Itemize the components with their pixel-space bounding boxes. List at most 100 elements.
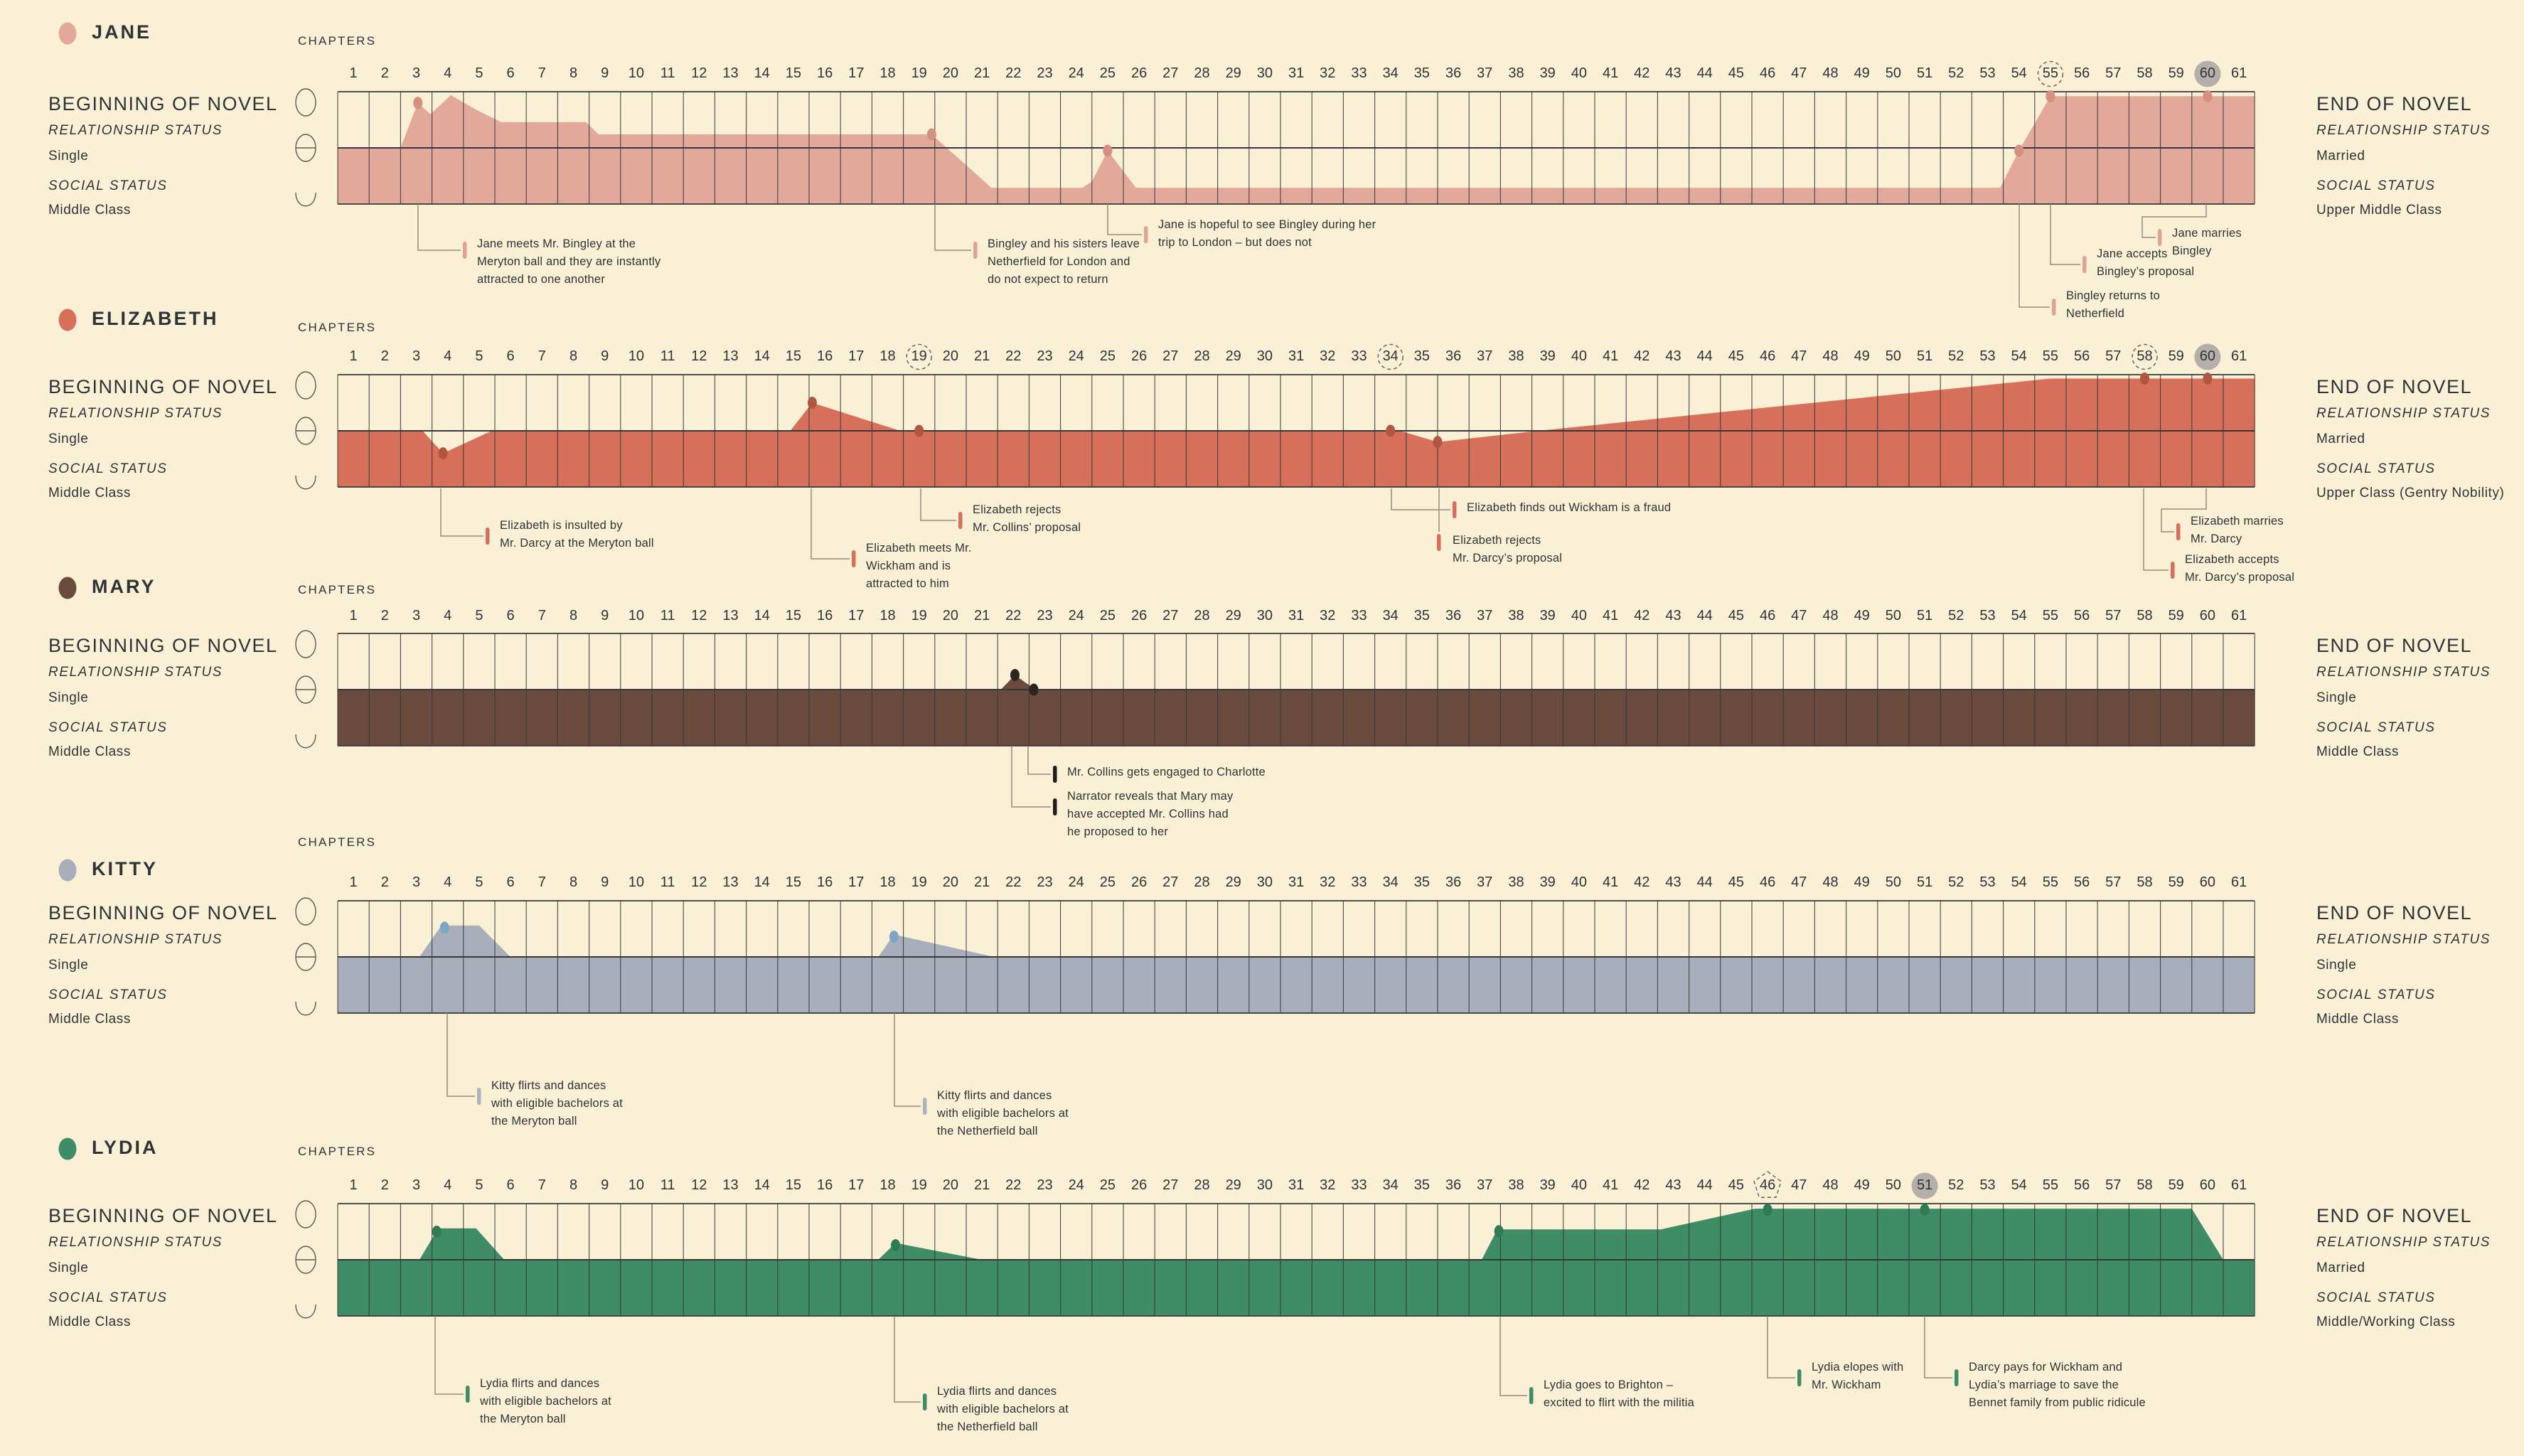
chapter-number-51: 51 (1916, 874, 1933, 890)
annotation-text: Wickham and is (866, 560, 951, 572)
chapter-number-41: 41 (1602, 608, 1619, 623)
chapter-number-56: 56 (2073, 65, 2090, 81)
chapter-number-36: 36 (1445, 874, 1462, 890)
annotation-connector (1767, 1316, 1795, 1379)
chapter-number-2: 2 (380, 65, 389, 81)
chapter-number-37: 37 (1477, 348, 1493, 364)
chapter-number-19: 19 (911, 65, 927, 81)
social-status-label: SOCIAL STATUS (48, 1290, 168, 1305)
chapter-number-38: 38 (1508, 874, 1524, 890)
annotation-text: Elizabeth rejects (973, 503, 1062, 516)
annotation-tick (973, 242, 978, 259)
chapter-number-49: 49 (1854, 608, 1870, 623)
chapter-marker-dashed (1377, 343, 1403, 370)
annotation-text: the Netherfield ball (937, 1420, 1038, 1433)
chapter-number-60: 60 (2199, 348, 2216, 364)
mary-area-fill (338, 675, 2255, 746)
chapter-number-13: 13 (722, 65, 739, 81)
chapter-number-53: 53 (1979, 65, 1996, 81)
chapter-number-48: 48 (1822, 65, 1839, 81)
character-dot (58, 22, 77, 45)
chapter-number-23: 23 (1037, 874, 1053, 890)
annotation-text: Lydia goes to Brighton – (1544, 1379, 1674, 1391)
elizabeth-area-fill (338, 378, 2255, 487)
end-relationship-value-mary: Single (2316, 690, 2357, 705)
chapter-number-53: 53 (1979, 608, 1996, 623)
chapter-number-20: 20 (942, 874, 959, 890)
annotation-text: Narrator reveals that Mary may (1067, 790, 1234, 803)
annotation-tick (1144, 226, 1148, 243)
chapter-number-3: 3 (412, 1177, 421, 1193)
chapter-number-4: 4 (444, 1177, 452, 1193)
social-status-label: SOCIAL STATUS (2316, 720, 2436, 735)
chapter-number-59: 59 (2168, 608, 2184, 623)
chapter-number-46: 46 (1759, 1177, 1776, 1193)
chapter-number-20: 20 (942, 608, 959, 623)
annotation-tick (2171, 562, 2175, 579)
chapter-number-3: 3 (412, 348, 421, 364)
annotation-text: with eligible bachelors at (937, 1107, 1069, 1120)
annotation-text: Jane is hopeful to see Bingley during he… (1158, 218, 1376, 231)
chapter-number-18: 18 (879, 65, 896, 81)
chapter-number-21: 21 (973, 348, 990, 364)
annotation-tick (1053, 798, 1057, 815)
chapter-number-37: 37 (1477, 874, 1493, 890)
annotation-text: Lydia flirts and dances (480, 1377, 600, 1390)
chapter-number-46: 46 (1759, 65, 1776, 81)
chapter-number-14: 14 (754, 1177, 770, 1193)
annotation-text: have accepted Mr. Collins had (1067, 808, 1229, 820)
chapter-number-58: 58 (2137, 1177, 2153, 1193)
chapter-number-27: 27 (1162, 65, 1179, 81)
chapter-number-24: 24 (1068, 874, 1084, 890)
chapter-number-18: 18 (879, 1177, 896, 1193)
chapter-number-53: 53 (1979, 348, 1996, 364)
chapter-number-33: 33 (1351, 65, 1367, 81)
chapters-label: CHAPTERS (298, 34, 377, 48)
chapter-number-28: 28 (1194, 874, 1210, 890)
chapter-number-1: 1 (349, 608, 358, 623)
chapter-number-35: 35 (1413, 348, 1431, 364)
chapter-number-34: 34 (1382, 348, 1399, 364)
relationship-status-label: RELATIONSHIP STATUS (48, 665, 223, 680)
event-dot (1010, 668, 1020, 681)
chapter-number-8: 8 (569, 874, 578, 890)
chapter-number-30: 30 (1256, 1177, 1273, 1193)
event-dot (1386, 424, 1396, 437)
chapter-number-35: 35 (1413, 1177, 1431, 1193)
chapter-number-17: 17 (848, 874, 865, 890)
end-relationship-value-elizabeth: Married (2316, 432, 2365, 446)
event-dot (1494, 1225, 1504, 1238)
chapter-number-40: 40 (1571, 1177, 1588, 1193)
chapter-number-24: 24 (1068, 608, 1084, 623)
annotation-tick (2082, 256, 2087, 273)
chapter-number-55: 55 (2042, 348, 2059, 364)
event-dot (413, 97, 423, 109)
chapter-number-13: 13 (722, 348, 739, 364)
chapter-number-11: 11 (660, 874, 675, 890)
chapter-number-56: 56 (2073, 608, 2090, 623)
chapter-number-32: 32 (1320, 608, 1336, 623)
chapter-number-21: 21 (973, 608, 990, 623)
end-social-value-elizabeth: Upper Class (Gentry Nobility) (2316, 486, 2505, 500)
chapter-number-16: 16 (816, 874, 833, 890)
social-status-label: SOCIAL STATUS (48, 461, 168, 476)
begin-relationship-value-mary: Single (48, 690, 89, 705)
chapter-number-60: 60 (2199, 874, 2216, 890)
chapter-number-46: 46 (1759, 874, 1776, 890)
chapter-number-23: 23 (1037, 1177, 1053, 1193)
chapter-number-26: 26 (1130, 1177, 1148, 1193)
chapter-number-40: 40 (1571, 65, 1588, 81)
chapter-number-22: 22 (1005, 1177, 1022, 1193)
chapter-number-42: 42 (1634, 874, 1650, 890)
end-of-novel-label: END OF NOVEL (2316, 376, 2473, 397)
event-dot (1763, 1204, 1772, 1216)
end-of-novel-label: END OF NOVEL (2316, 902, 2473, 924)
chapter-number-42: 42 (1634, 1177, 1650, 1193)
chapter-number-52: 52 (1948, 1177, 1964, 1193)
annotation-connector (434, 1316, 464, 1395)
chapter-number-5: 5 (475, 1177, 483, 1193)
event-dot (2046, 90, 2055, 102)
event-dot (439, 921, 449, 934)
chapter-number-41: 41 (1602, 1177, 1619, 1193)
